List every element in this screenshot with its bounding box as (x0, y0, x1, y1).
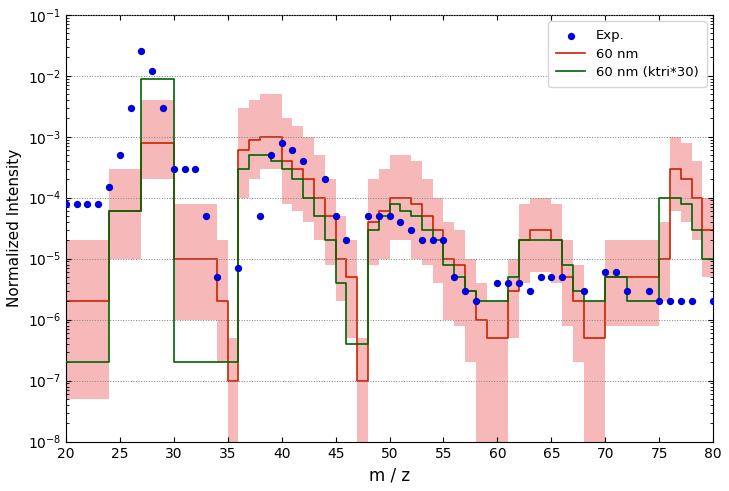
Exp. (297, 157, 309, 165)
Exp. (286, 146, 298, 154)
Exp. (653, 298, 665, 305)
60 nm (ktri*30) (61, 359, 70, 365)
Exp. (190, 164, 201, 172)
60 nm (ktri*30) (515, 274, 523, 280)
Exp. (104, 183, 115, 191)
60 nm (ktri*30) (709, 256, 717, 262)
Exp. (621, 287, 633, 295)
X-axis label: m / z: m / z (369, 466, 410, 484)
Exp. (330, 212, 341, 220)
Exp. (491, 279, 503, 287)
Exp. (502, 279, 514, 287)
60 nm (ktri*30) (137, 76, 146, 82)
60 nm (429, 227, 437, 233)
Exp. (686, 298, 698, 305)
Exp. (437, 236, 449, 244)
Exp. (362, 212, 374, 220)
Exp. (535, 273, 547, 281)
Exp. (643, 287, 655, 295)
Exp. (707, 298, 719, 305)
60 nm (515, 237, 523, 243)
Exp. (254, 212, 266, 220)
Exp. (448, 273, 460, 281)
Exp. (157, 104, 169, 111)
Exp. (383, 212, 395, 220)
Exp. (610, 268, 622, 276)
Exp. (168, 164, 179, 172)
Line: 60 nm (ktri*30): 60 nm (ktri*30) (66, 79, 713, 362)
Exp. (233, 264, 244, 272)
60 nm (ktri*30) (245, 165, 254, 171)
60 nm (ktri*30) (202, 359, 211, 365)
Exp. (211, 273, 223, 281)
60 nm (245, 147, 254, 153)
60 nm (61, 299, 70, 304)
60 nm (698, 195, 707, 201)
Y-axis label: Normalized Intensity: Normalized Intensity (7, 149, 22, 307)
Exp. (93, 200, 104, 208)
Exp. (125, 104, 136, 111)
Exp. (675, 298, 687, 305)
60 nm (709, 227, 717, 233)
Line: 60 nm: 60 nm (66, 136, 713, 381)
Exp. (340, 236, 352, 244)
Exp. (394, 218, 406, 226)
60 nm (ktri*30) (429, 227, 437, 233)
60 nm (202, 256, 211, 262)
Exp. (416, 236, 428, 244)
60 nm (256, 134, 265, 139)
Exp. (556, 273, 568, 281)
Exp. (82, 200, 93, 208)
Exp. (545, 273, 557, 281)
Exp. (373, 212, 385, 220)
Exp. (60, 200, 71, 208)
Exp. (470, 298, 482, 305)
Exp. (276, 138, 287, 146)
60 nm (223, 378, 232, 383)
Exp. (427, 236, 439, 244)
Exp. (179, 164, 190, 172)
Exp. (664, 298, 676, 305)
Exp. (524, 287, 536, 295)
60 nm (580, 335, 588, 341)
Exp. (71, 200, 82, 208)
60 nm (ktri*30) (687, 227, 696, 233)
Legend: Exp., 60 nm, 60 nm (ktri*30): Exp., 60 nm, 60 nm (ktri*30) (548, 21, 706, 87)
Exp. (459, 287, 471, 295)
Exp. (114, 151, 125, 159)
Exp. (319, 175, 331, 183)
Exp. (599, 268, 611, 276)
60 nm (ktri*30) (580, 288, 588, 294)
Exp. (147, 67, 158, 75)
Exp. (513, 279, 525, 287)
Exp. (136, 48, 147, 55)
Exp. (265, 151, 277, 159)
Exp. (200, 212, 212, 220)
Exp. (405, 226, 417, 234)
Exp. (578, 287, 590, 295)
